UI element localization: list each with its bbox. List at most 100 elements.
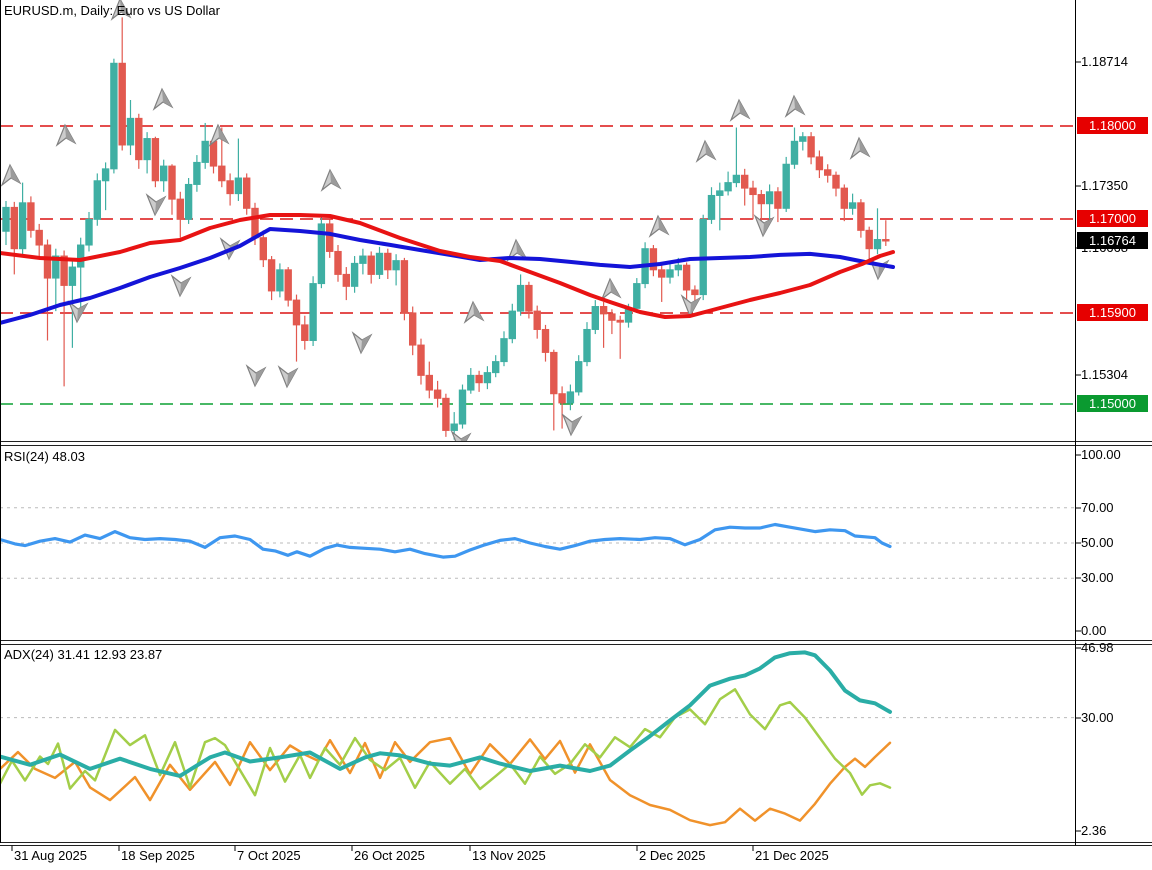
bull-candle [85, 218, 93, 246]
bull-candle [707, 194, 716, 220]
up-signal-arrow-shade [658, 216, 668, 234]
bear-candle [334, 250, 342, 275]
price-level-badge: 1.15900 [1077, 304, 1148, 321]
bear-candle [541, 328, 550, 353]
bull-candle [732, 174, 741, 184]
down-signal-arrow-shade [763, 218, 773, 236]
bull-candle [633, 283, 641, 309]
bear-candle [599, 306, 608, 315]
bear-candle [616, 319, 624, 323]
bear-candle [608, 313, 616, 321]
bull-candle [101, 168, 110, 182]
bull-candle [359, 255, 367, 264]
down-signal-arrow-shade [180, 278, 190, 296]
date-tick-label: 21 Dec 2025 [755, 848, 829, 863]
bear-candle [741, 174, 749, 189]
bull-candle [126, 117, 135, 146]
bear-candle [251, 207, 259, 239]
bear-candle [284, 269, 292, 301]
adx-tick-label: 30.00 [1081, 710, 1114, 725]
date-tick-label: 31 Aug 2025 [14, 848, 88, 863]
main-price-panel [0, 0, 1075, 442]
adx-indicator-label: ADX(24) 31.41 12.93 23.87 [4, 647, 163, 662]
up-signal-arrow-shade [739, 100, 749, 118]
bull-candle [716, 190, 724, 196]
bull-candle [2, 206, 10, 232]
bull-candle [674, 264, 682, 271]
bull-candle [782, 163, 790, 209]
date-tick-label: 18 Sep 2025 [121, 848, 195, 863]
up-signal-arrow-shade [610, 279, 620, 297]
bear-candle [301, 324, 309, 341]
price-level-badge: 1.18000 [1077, 117, 1148, 134]
date-tick-label: 2 Dec 2025 [639, 848, 706, 863]
price-tick-label: 1.18714 [1081, 54, 1128, 69]
bull-candle [375, 252, 384, 275]
bear-candle [176, 198, 185, 220]
rsi-tick-label: 70.00 [1081, 500, 1114, 515]
rsi-tick-label: 100.00 [1081, 447, 1121, 462]
bull-candle [500, 338, 508, 363]
bear-candle [118, 62, 126, 146]
adx-tick-label: 46.98 [1081, 640, 1114, 655]
rsi-tick-label: 30.00 [1081, 570, 1114, 585]
bear-candle [168, 165, 176, 200]
bear-candle [832, 174, 840, 189]
bull-candle [317, 223, 326, 285]
bear-candle [525, 284, 533, 312]
chart-title: EURUSD.m, Daily: Euro vs US Dollar [4, 3, 220, 18]
rsi-tick-label: 0.00 [1081, 623, 1107, 638]
bull-candle [77, 244, 85, 268]
price-tick-label: 1.17350 [1081, 178, 1128, 193]
up-signal-arrow-shade [162, 89, 172, 107]
bull-candle [583, 328, 591, 363]
price-level-badge: 1.17000 [1077, 210, 1148, 227]
bear-candle [400, 260, 409, 314]
rsi-panel [0, 507, 1075, 579]
bear-candle [384, 252, 392, 271]
slow-ma-line [0, 227, 895, 325]
bear-candle [43, 244, 52, 279]
up-signal-arrow-shade [516, 240, 526, 258]
bull-candle [18, 202, 27, 250]
bear-candle [367, 255, 375, 275]
bear-candle [27, 202, 35, 231]
bear-candle [151, 138, 160, 182]
bull-candle [790, 140, 799, 165]
bull-candle [110, 62, 118, 170]
up-signal-arrow-shade [218, 125, 228, 143]
bear-candle [649, 248, 658, 271]
bear-candle [757, 194, 765, 205]
bull-candle [201, 140, 209, 163]
rsi-indicator-label: RSI(24) 48.03 [4, 449, 85, 464]
bear-candle [774, 191, 782, 209]
bull-candle [566, 391, 575, 404]
up-signal-arrow-shade [859, 138, 869, 156]
rsi-tick-label: 50.00 [1081, 535, 1114, 550]
bear-candle [857, 202, 865, 231]
bear-candle [533, 310, 541, 330]
adx-panel [0, 650, 1075, 827]
bear-candle [10, 206, 19, 250]
date-tick-label: 7 Oct 2025 [237, 848, 301, 863]
bear-candle [35, 229, 43, 246]
axes-and-borders [0, 0, 1152, 851]
bull-candle [309, 283, 317, 341]
bull-candle [516, 284, 525, 312]
bear-candle [417, 344, 425, 376]
bull-candle [873, 239, 882, 250]
bear-candle [292, 299, 301, 326]
bull-candle [234, 177, 243, 195]
bear-candle [425, 374, 434, 391]
bull-candle [193, 161, 201, 185]
fast-ma-line [0, 213, 895, 319]
up-signal-arrow-shade [330, 170, 340, 188]
up-signal-arrow-shade [473, 302, 483, 320]
date-tick-label: 26 Oct 2025 [354, 848, 425, 863]
bull-candle [765, 191, 774, 205]
adx-tick-label: 2.36 [1081, 823, 1107, 838]
bull-candle [591, 306, 599, 330]
up-signal-arrow-shade [705, 141, 715, 159]
